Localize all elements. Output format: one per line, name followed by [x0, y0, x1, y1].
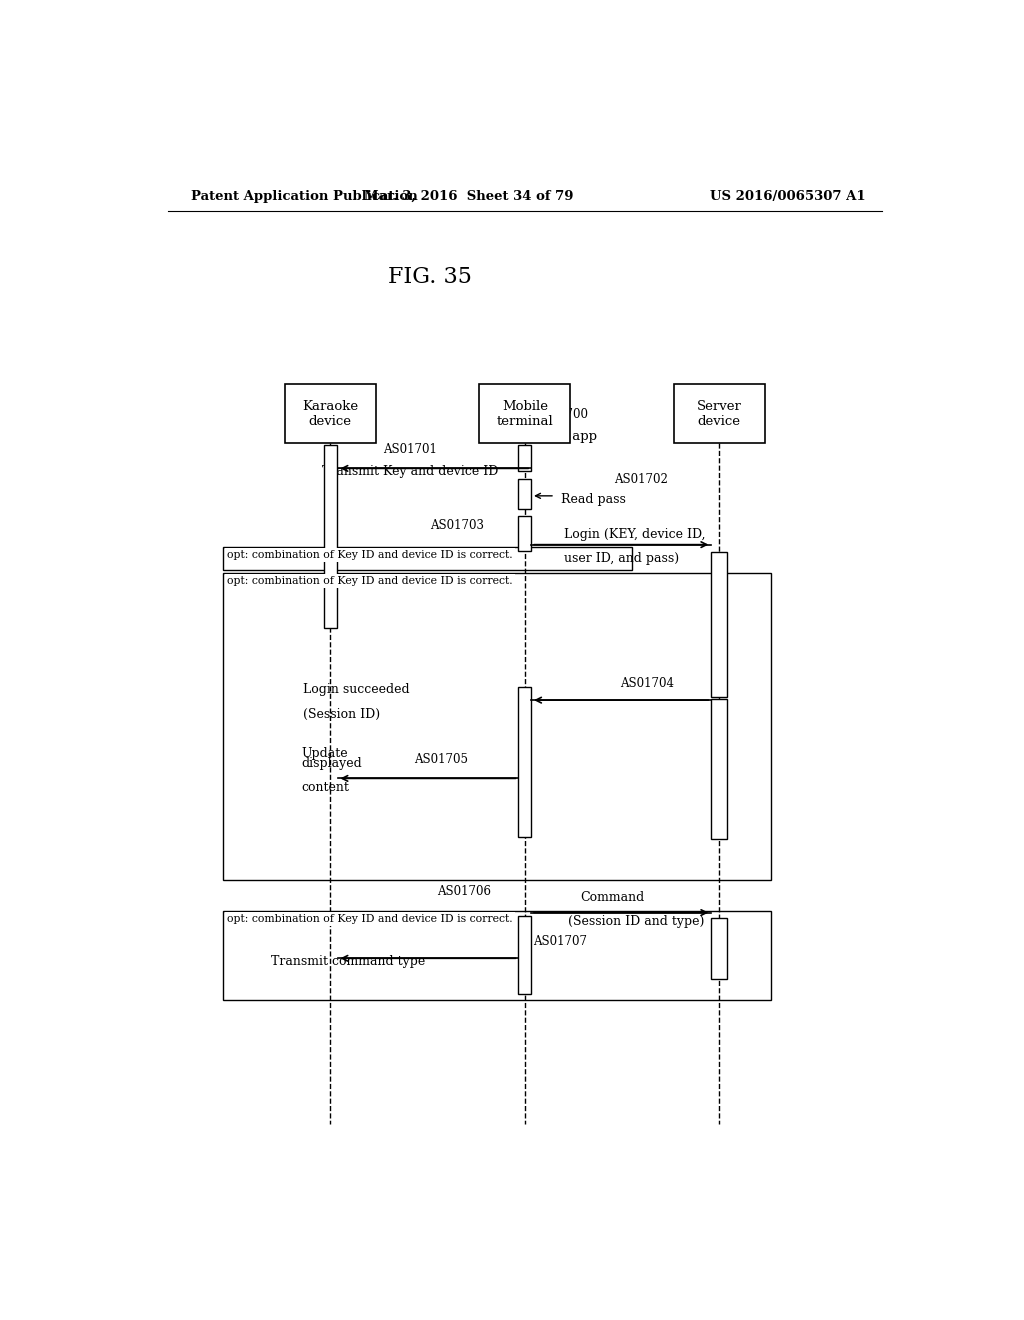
Text: content: content	[301, 781, 349, 795]
Text: opt: combination of Key ID and device ID is correct.: opt: combination of Key ID and device ID…	[227, 913, 513, 924]
Bar	[518, 445, 531, 471]
Text: opt: combination of Key ID and device ID is correct.: opt: combination of Key ID and device ID…	[227, 549, 513, 560]
Text: opt: combination of Key ID and device ID is correct.: opt: combination of Key ID and device ID…	[227, 576, 513, 586]
Text: FIG. 35: FIG. 35	[388, 267, 471, 288]
Text: AS01705: AS01705	[414, 754, 468, 766]
Bar	[674, 384, 765, 444]
Text: (Session ID): (Session ID)	[303, 709, 380, 721]
Text: AS01701: AS01701	[383, 444, 436, 457]
Text: AS01702: AS01702	[613, 473, 668, 486]
Text: AS01703: AS01703	[430, 520, 483, 532]
Bar	[285, 384, 376, 444]
Text: Login succeeded: Login succeeded	[303, 682, 410, 696]
Bar	[518, 479, 531, 510]
Text: Mobile
terminal: Mobile terminal	[497, 400, 553, 428]
Text: US 2016/0065307 A1: US 2016/0065307 A1	[711, 190, 866, 202]
Bar	[712, 917, 727, 978]
Text: user ID, and pass): user ID, and pass)	[564, 552, 680, 565]
Text: Update: Update	[301, 747, 347, 760]
Text: Start app: Start app	[535, 430, 597, 442]
Bar	[223, 911, 771, 1001]
Text: AS01706: AS01706	[437, 886, 492, 899]
Text: Login (KEY, device ID,: Login (KEY, device ID,	[564, 528, 706, 541]
Text: Mar. 3, 2016  Sheet 34 of 79: Mar. 3, 2016 Sheet 34 of 79	[365, 190, 574, 202]
Text: Command: Command	[581, 891, 644, 904]
Bar	[324, 445, 337, 628]
Text: AS01704: AS01704	[620, 677, 674, 690]
Bar	[518, 686, 531, 837]
Text: AS01707: AS01707	[532, 935, 587, 948]
Text: (Session ID and type): (Session ID and type)	[568, 915, 705, 928]
Text: Patent Application Publication: Patent Application Publication	[191, 190, 418, 202]
Text: AS01700: AS01700	[535, 408, 589, 421]
Text: Transmit command type: Transmit command type	[271, 956, 426, 969]
Text: Transmit Key and device ID: Transmit Key and device ID	[322, 466, 498, 478]
Text: displayed: displayed	[301, 758, 361, 771]
Bar	[223, 546, 632, 570]
Bar	[479, 384, 570, 444]
Text: Server
device: Server device	[696, 400, 741, 428]
Bar	[712, 700, 727, 840]
Bar	[518, 516, 531, 550]
Text: Read pass: Read pass	[560, 492, 626, 506]
Bar	[223, 573, 771, 880]
Text: Karaoke
device: Karaoke device	[302, 400, 358, 428]
Bar	[518, 916, 531, 994]
Bar	[712, 552, 727, 697]
